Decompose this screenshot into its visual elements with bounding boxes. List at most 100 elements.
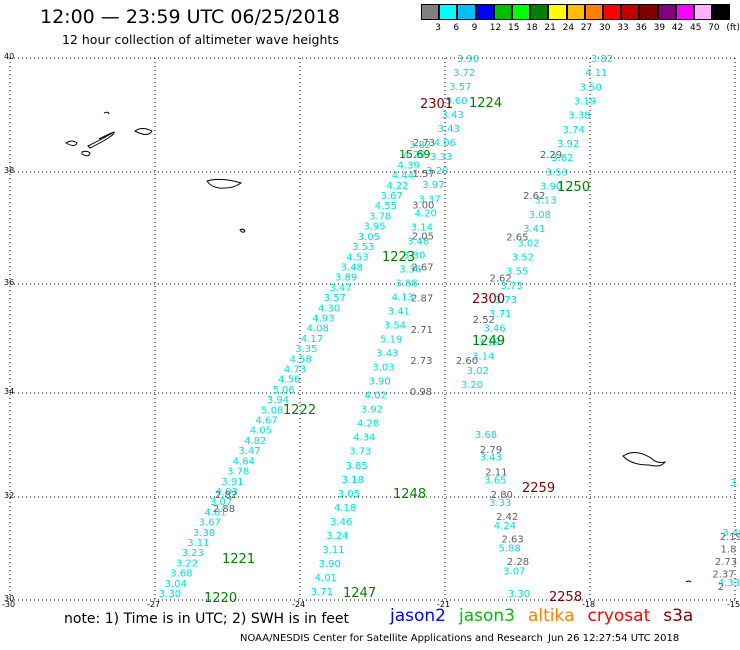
grey-wave-height-value: 2.71 [411,325,433,336]
legend-label: (ft) [726,23,740,33]
latitude-tick-label: 40 [4,52,15,61]
grey-wave-height-value: 2.19 [720,532,740,543]
wave-height-value: 3.41 [388,307,410,318]
wave-height-value: 3.35 [295,344,317,355]
wave-height-value: 3.71 [311,587,333,598]
longitude-tick-label: -18 [582,600,596,609]
legend-label: 15 [508,23,520,33]
longitude-tick-label: -15 [727,600,740,609]
wave-height-value: 3.95 [363,222,385,233]
wave-height-value: 3.92 [361,405,383,416]
grey-wave-height-value: 0.98 [410,387,432,398]
legend-label: 21 [544,23,556,33]
legend-swatch [512,4,531,20]
wave-height-value: 4.73 [284,365,306,376]
pass-time-label: 1249 [472,334,505,349]
pass-time-label: 2301 [420,97,453,112]
wave-height-value: 3.43 [441,110,463,121]
wave-height-value: 3.14 [472,352,494,363]
grey-wave-height-value: 2.05 [412,231,434,242]
wave-height-value: 4.55 [375,201,397,212]
wave-height-value: 4.24 [494,521,516,532]
wave-height-value: 3.48 [341,263,363,274]
legend-label: 42 [671,23,684,33]
grey-wave-height-value: 2 [718,582,724,593]
wave-height-value: 3.02 [517,238,539,249]
legend-swatch [657,4,676,20]
wave-height-value: 3.46 [330,517,352,528]
legend-label: 30 [599,23,611,33]
pass-labels: 1220 1221 1222 1223 1224 1247 1248 1249 1250 2258… [204,96,590,606]
longitude-tick-label: -21 [437,600,451,609]
legend-label: 33 [617,23,629,33]
wave-height-value: 4.28 [357,419,379,430]
wave-height-value: 3.19 [574,97,596,108]
wave-height-value: 3.53 [546,167,568,178]
wave-height-value: 3.04 [165,579,187,590]
wave-height-value: 3.72 [453,68,475,79]
timestamp: Jun 26 12:27:54 UTC 2018 [548,633,680,644]
grey-wave-height-value: 2.65 [506,232,528,243]
wave-height-value: 3.24 [326,531,348,542]
legend-label: 6 [453,23,460,33]
wave-height-value: 3.71 [489,309,511,320]
island-8 [239,228,246,233]
grey-wave-height-value: 2.79 [480,445,502,456]
lat-lon-grid [9,57,736,601]
wave-height-value: 3.78 [369,211,391,222]
wave-height-value: 5.88 [498,544,520,555]
wave-height-value: 3.90 [540,182,562,193]
pass-time-label: 1248 [393,487,426,502]
wave-height-value: 4.20 [415,208,437,219]
wave-height-value: 5.08 [261,405,283,416]
wave-height-value: 4.05 [250,426,272,437]
wave-height-value: 3.46 [483,323,505,334]
wave-height-value: 3.54 [384,321,406,332]
wave-height-value: 4.22 [386,181,408,192]
wave-height-value: 3.02 [467,366,489,377]
legend-label: 45 [690,23,702,33]
wave-height-value: 4.13 [392,292,414,303]
wave-height-value: 3.19 [478,338,500,349]
longitude-tick-label: -24 [292,600,306,609]
wave-height-value: 3.50 [580,82,602,93]
grey-wave-height-value: 2.62 [489,274,511,285]
latitude-tick-label: 32 [4,491,15,500]
legend-label: 24 [562,23,575,33]
pass-time-label: 1221 [222,552,255,567]
wave-height-value: 4.44 [392,171,414,182]
legend-label: 9 [471,23,478,33]
legend-swatch [675,4,694,20]
wave-height-value: 3.13 [534,196,556,207]
wave-height-value: 3.67 [380,191,402,202]
wave-height-value: 4.34 [353,433,375,444]
longitude-tick-label: -30 [2,600,16,609]
satellite-name-cryosat: cryosat [587,606,651,626]
wave-height-value: 3.65 [484,475,506,486]
grey-wave-height-value: 2.73 [413,138,435,149]
grey-wave-height-value: 2.11 [485,467,507,478]
wave-height-value: 4.33 [718,578,740,589]
wave-height-value: 3.57 [324,293,346,304]
legend-swatch [548,4,567,20]
wave-height-value: 3.85 [345,461,367,472]
wave-height-value: 3.03 [372,363,394,374]
satellite-name-jason3: jason3 [459,606,515,626]
wave-height-value: 4.06 [434,138,456,149]
wave-height-value: 3.11 [187,538,209,549]
wave-height-value: 3.82 [409,140,431,151]
wave-height-value: 3.08 [529,210,551,221]
latitude-tick-label: 30 [4,594,15,603]
wave-height-value: 3.20 [461,380,483,391]
wave-height-values: 3.303.043.683.223.233.113.383.674.013.07… [159,54,740,600]
latitude-tick-label: 34 [4,387,15,396]
pass-time-label: 2258 [549,590,582,605]
wave-height-value: 3.14 [411,222,433,233]
grey-wave-height-value: 2.28 [507,557,529,568]
wave-height-value: 3.33 [430,152,452,163]
wave-height-value: 4.17 [301,334,323,345]
grey-wave-height-value: 2.67 [411,263,433,274]
grey-wave-height-value: 2.88 [213,504,235,515]
grey-wave-height-value: 3.00 [412,200,434,211]
wave-height-value: 3.43 [438,124,460,135]
